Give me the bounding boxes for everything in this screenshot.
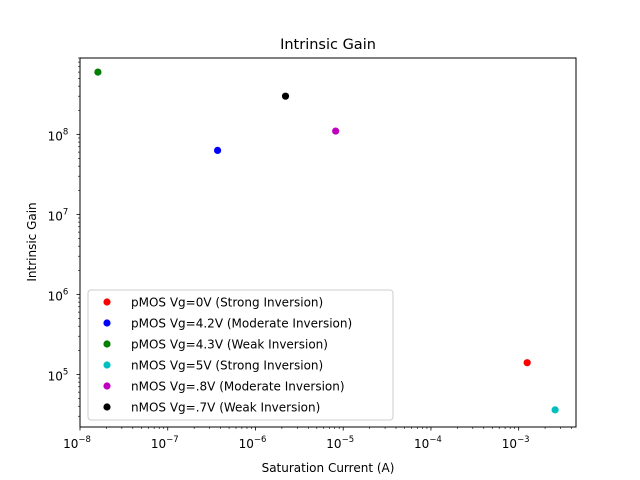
x-tick-base: 10 xyxy=(414,437,429,451)
legend-label-series-2: pMOS Vg=4.2V (Moderate Inversion) xyxy=(131,317,352,331)
legend: pMOS Vg=0V (Strong Inversion) pMOS Vg=4.2… xyxy=(87,289,394,421)
x-tick-base: 10 xyxy=(151,437,166,451)
y-tick-exponent: 7 xyxy=(63,207,68,217)
legend-marker-series-2 xyxy=(103,319,111,327)
data-point-series-1 xyxy=(523,359,531,367)
y-tick-exponent: 6 xyxy=(63,287,68,297)
data-point-series-4 xyxy=(551,406,559,414)
y-tick-base: 10 xyxy=(48,209,63,223)
data-point-series-5 xyxy=(332,127,340,135)
legend-label-series-5: nMOS Vg=.8V (Moderate Inversion) xyxy=(131,380,345,394)
x-tick-base: 10 xyxy=(63,437,78,451)
legend-label-series-3: pMOS Vg=4.3V (Weak Inversion) xyxy=(131,338,328,352)
x-tick-label: 10−7 xyxy=(151,435,179,451)
y-tick-exponent: 8 xyxy=(63,127,68,137)
x-tick-label: 10−8 xyxy=(63,435,91,451)
legend-marker-series-4 xyxy=(103,361,111,369)
x-tick-label: 10−6 xyxy=(239,435,267,451)
y-axis-label: Intrinsic Gain xyxy=(25,202,39,281)
legend-label-series-4: nMOS Vg=5V (Strong Inversion) xyxy=(131,359,323,373)
y-tick-label: 105 xyxy=(48,367,69,383)
data-point-series-6 xyxy=(281,92,290,100)
x-tick-label: 10−4 xyxy=(414,435,442,451)
x-tick-exponent: −5 xyxy=(342,435,355,445)
y-tick-base: 10 xyxy=(48,289,63,303)
data-point-series-2 xyxy=(213,146,222,155)
x-tick-base: 10 xyxy=(239,437,254,451)
legend-marker-series-6 xyxy=(103,403,111,411)
data-points xyxy=(94,68,559,414)
x-tick-exponent: −4 xyxy=(429,435,442,445)
plot-area xyxy=(79,57,577,428)
y-tick-base: 10 xyxy=(48,369,63,383)
x-axis-ticks: 10−8 10−7 10−6 10−5 10−4 10−3 xyxy=(63,427,572,451)
x-tick-label: 10−5 xyxy=(326,435,354,451)
legend-marker-series-1 xyxy=(103,298,111,306)
legend-marker-series-3 xyxy=(103,340,111,348)
chart-title: Intrinsic Gain xyxy=(280,37,376,53)
legend-box xyxy=(87,289,394,421)
y-tick-base: 10 xyxy=(48,129,63,143)
y-tick-exponent: 5 xyxy=(63,367,68,377)
x-tick-exponent: −8 xyxy=(78,435,91,445)
x-tick-exponent: −7 xyxy=(166,435,179,445)
x-tick-exponent: −3 xyxy=(517,435,530,445)
x-tick-exponent: −6 xyxy=(254,435,267,445)
legend-marker-series-5 xyxy=(103,382,111,390)
data-point-series-3 xyxy=(94,68,102,76)
legend-label-series-1: pMOS Vg=0V (Strong Inversion) xyxy=(131,296,323,310)
y-tick-label: 107 xyxy=(48,207,69,223)
x-tick-label: 10−3 xyxy=(502,435,530,451)
y-tick-label: 106 xyxy=(48,287,69,303)
x-tick-base: 10 xyxy=(502,437,517,451)
x-axis-label: Saturation Current (A) xyxy=(262,461,395,475)
x-tick-base: 10 xyxy=(326,437,341,451)
y-tick-label: 108 xyxy=(48,127,69,143)
legend-label-series-6: nMOS Vg=.7V (Weak Inversion) xyxy=(131,401,320,415)
